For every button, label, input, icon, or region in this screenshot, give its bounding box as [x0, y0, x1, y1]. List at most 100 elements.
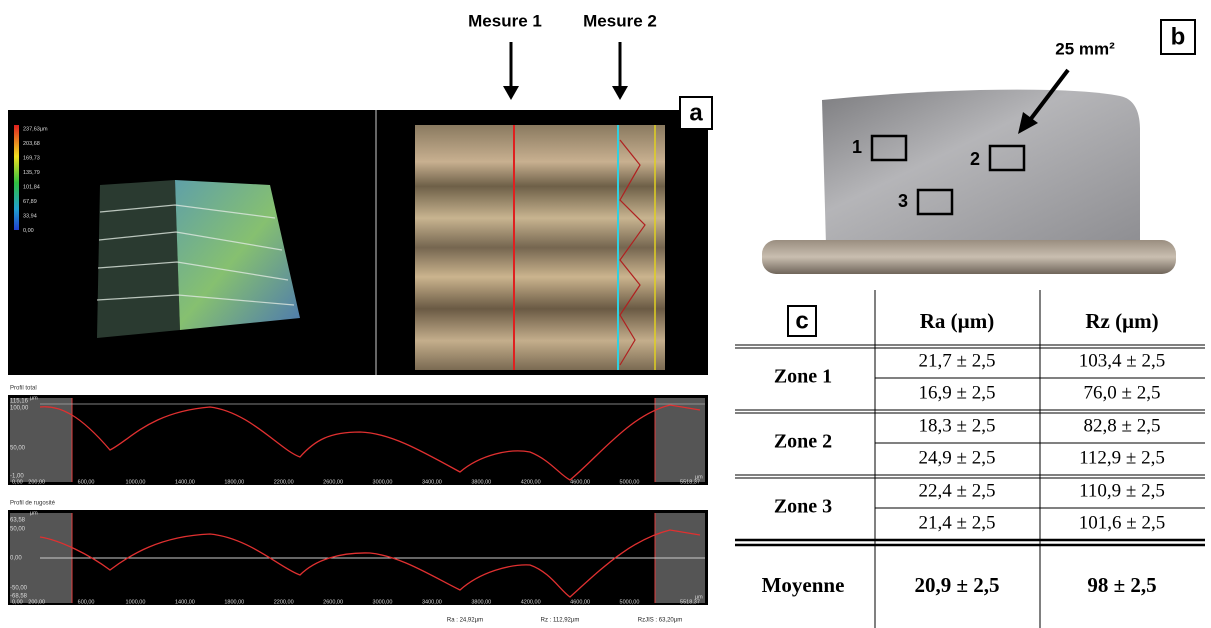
- cell: 16,9 ± 2,5: [919, 382, 996, 403]
- panel-a: [8, 42, 713, 605]
- unit-label: µm: [30, 395, 38, 401]
- unit-label: µm: [695, 594, 703, 600]
- x-label: 4200,00: [521, 479, 541, 485]
- profile-panel: [8, 395, 708, 485]
- panel-b: [762, 19, 1196, 274]
- x-label: 4600,00: [570, 479, 590, 485]
- stat-label: Ra : 24,92µm: [447, 618, 483, 624]
- x-label: 2200,00: [274, 479, 294, 485]
- color-scale-bar: [14, 125, 19, 230]
- x-label: 5518,37: [680, 599, 700, 605]
- micrograph: [415, 125, 665, 370]
- x-label: 1800,00: [224, 479, 244, 485]
- scale-label: 135,79: [23, 170, 40, 176]
- x-label: 1000,00: [126, 479, 146, 485]
- excluded-zone: [655, 398, 705, 482]
- scale-label: 169,73: [23, 155, 40, 161]
- profile-title: Profil de rugosité: [10, 501, 56, 507]
- arrow: [1028, 68, 1070, 122]
- cell: 112,9 ± 2,5: [1079, 447, 1165, 468]
- x-label: 0,00: [12, 599, 23, 605]
- measure-label: Mesure 1: [468, 11, 542, 30]
- unit-label: µm: [30, 510, 38, 516]
- scale-label: 237,63µm: [23, 126, 48, 132]
- y-label: 115,16: [10, 399, 29, 405]
- profile-curve: [39, 529, 701, 598]
- cell: 103,4 ± 2,5: [1079, 350, 1165, 371]
- zone-label: Zone 2: [774, 431, 832, 453]
- y-label: -68,58: [10, 594, 28, 600]
- x-label: 200,00: [28, 599, 45, 605]
- x-label: 3800,00: [471, 479, 491, 485]
- cell: 21,7 ± 2,5: [919, 350, 996, 371]
- panel-label: b: [1171, 23, 1186, 50]
- profile-title: Profil total: [10, 386, 37, 392]
- x-label: 3000,00: [373, 599, 393, 605]
- x-label: 5000,00: [620, 479, 640, 485]
- x-label: 2200,00: [274, 599, 294, 605]
- cell: 76,0 ± 2,5: [1084, 382, 1161, 403]
- x-label: 2600,00: [323, 479, 343, 485]
- sample-rod: [762, 240, 1176, 274]
- y-label: 50,00: [10, 446, 26, 452]
- zone-number: 2: [970, 149, 980, 169]
- y-label: 63,58: [10, 518, 26, 524]
- x-label: 3400,00: [422, 479, 442, 485]
- label-box: [679, 96, 713, 130]
- x-label: 2600,00: [323, 599, 343, 605]
- x-label: 3000,00: [373, 479, 393, 485]
- x-label: 1800,00: [224, 599, 244, 605]
- zone-label: Zone 1: [774, 366, 832, 388]
- profile-curve: [39, 404, 701, 481]
- y-label: 100,00: [10, 406, 29, 412]
- zone-box: [916, 188, 954, 216]
- mean-cell: 98 ± 2,5: [1087, 573, 1156, 597]
- mean-cell: Moyenne: [762, 573, 845, 597]
- arrow-head: [612, 86, 628, 100]
- zone-box: [988, 144, 1026, 172]
- panel-label: c: [795, 307, 808, 334]
- x-label: 1400,00: [175, 599, 195, 605]
- sample: [822, 89, 1140, 245]
- arrow-head: [1018, 112, 1038, 134]
- x-label: 4200,00: [521, 599, 541, 605]
- cell: 110,9 ± 2,5: [1079, 480, 1165, 501]
- arrow-head: [503, 86, 519, 100]
- zone-number: 3: [898, 191, 908, 211]
- x-label: 4600,00: [570, 599, 590, 605]
- x-label: 600,00: [78, 479, 95, 485]
- y-label: -50,00: [10, 586, 28, 592]
- column-header: Rz (µm): [1085, 309, 1158, 333]
- mean-cell: 20,9 ± 2,5: [914, 573, 999, 597]
- y-label: 0,00: [10, 556, 22, 562]
- measure-label: Mesure 2: [583, 11, 657, 30]
- cell: 21,4 ± 2,5: [919, 512, 996, 533]
- table-grid: [735, 290, 1205, 628]
- surface-3d: [96, 180, 300, 338]
- stat-label: RzJIS : 63,20µm: [638, 618, 682, 624]
- x-label: 0,00: [12, 479, 23, 485]
- panel-label: a: [689, 99, 703, 126]
- cell: 101,6 ± 2,5: [1079, 512, 1165, 533]
- scale-label: 0,00: [23, 228, 34, 234]
- zone-number: 1: [852, 137, 862, 157]
- y-label: 50,00: [10, 527, 26, 533]
- x-label: 5518,37: [680, 479, 700, 485]
- unit-label: µm: [695, 474, 703, 480]
- x-label: 600,00: [78, 599, 95, 605]
- x-label: 1400,00: [175, 479, 195, 485]
- scale-label: 33,94: [23, 213, 37, 219]
- zone-label: Zone 3: [774, 496, 832, 518]
- stat-label: Rz : 112,92µm: [541, 618, 580, 624]
- area-label: 25 mm²: [1055, 39, 1115, 58]
- x-label: 1000,00: [126, 599, 146, 605]
- column-header: Ra (µm): [920, 309, 995, 333]
- measure-profile: [619, 139, 646, 366]
- y-label: -1,00: [10, 474, 24, 480]
- excluded-zone: [10, 398, 72, 482]
- cell: 24,9 ± 2,5: [919, 447, 996, 468]
- zone-box: [870, 134, 908, 162]
- scale-label: 203,68: [23, 141, 40, 147]
- cell: 22,4 ± 2,5: [919, 480, 996, 501]
